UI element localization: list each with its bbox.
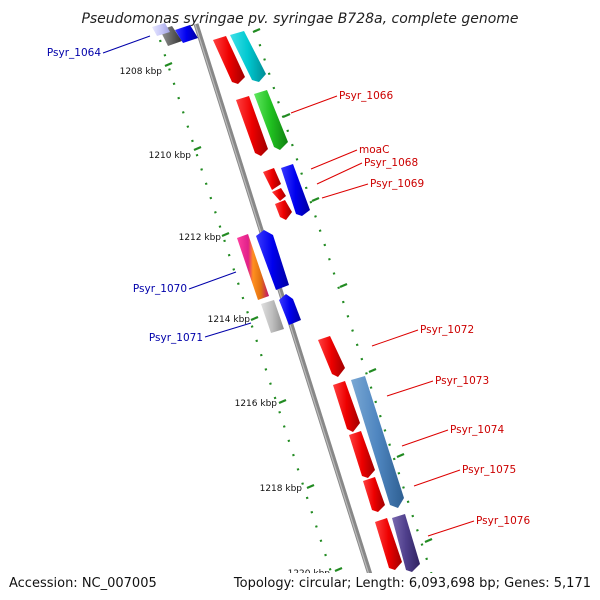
gene-psyr-1064-c[interactable]: [152, 23, 170, 36]
gene-psyr-1064-b[interactable]: [175, 25, 198, 43]
label-psyr-1073[interactable]: Psyr_1073: [435, 375, 489, 387]
tick-label-1216: 1216 kbp: [235, 399, 278, 409]
map-title: Pseudomonas syringae pv. syringae B728a,…: [81, 11, 518, 27]
leader-lines-forward: [290, 95, 475, 537]
label-psyr-1071[interactable]: Psyr_1071: [149, 332, 203, 344]
gene-psyr-1075[interactable]: [363, 477, 385, 512]
label-psyr-1076[interactable]: Psyr_1076: [476, 515, 530, 527]
gene-blue-1214[interactable]: [279, 294, 301, 325]
gene-red-1066[interactable]: [236, 96, 268, 156]
label-psyr-1070[interactable]: Psyr_1070: [133, 283, 187, 295]
summary-text: Topology: circular; Length: 6,093,698 bp…: [233, 576, 591, 591]
footer-backing: [0, 573, 600, 600]
outer-tick-track: [253, 29, 442, 600]
major-ticks-outer: [252, 27, 433, 544]
gene-psyr-1069[interactable]: [275, 200, 292, 220]
gene-green-1066[interactable]: [254, 90, 288, 150]
gene-psyr-1072[interactable]: [318, 336, 345, 377]
label-psyr-1074[interactable]: Psyr_1074: [450, 424, 504, 436]
label-psyr-1064[interactable]: Psyr_1064: [47, 47, 101, 59]
gene-moac[interactable]: [263, 168, 281, 190]
gene-blue-1212[interactable]: [256, 230, 289, 290]
gene-red-1208[interactable]: [213, 36, 245, 84]
gene-steel-long[interactable]: [351, 376, 404, 508]
leader-lines-reverse: [102, 35, 252, 338]
tick-label-1208: 1208 kbp: [120, 67, 163, 77]
accession-text: Accession: NC_007005: [9, 576, 157, 591]
label-psyr-1069[interactable]: Psyr_1069: [370, 178, 424, 190]
label-psyr-1068[interactable]: Psyr_1068: [364, 157, 418, 169]
gene-psyr-1073[interactable]: [333, 381, 360, 432]
tick-label-1210: 1210 kbp: [149, 151, 192, 161]
gene-cyan-1208[interactable]: [230, 31, 266, 82]
label-moac[interactable]: moaC: [359, 144, 389, 156]
tick-label-1214: 1214 kbp: [208, 315, 251, 325]
tick-label-1212: 1212 kbp: [179, 233, 222, 243]
major-ticks: [164, 61, 343, 573]
gene-psyr-1074[interactable]: [349, 431, 375, 478]
gene-psyr-1071[interactable]: [261, 300, 284, 333]
label-psyr-1066[interactable]: Psyr_1066: [339, 90, 393, 102]
tick-label-1218: 1218 kbp: [260, 484, 303, 494]
label-psyr-1072[interactable]: Psyr_1072: [420, 324, 474, 336]
gene-blue-1210[interactable]: [281, 164, 310, 216]
gene-purple-1076[interactable]: [392, 514, 420, 572]
gene-psyr-1070-stripe[interactable]: [237, 234, 269, 300]
label-psyr-1075[interactable]: Psyr_1075: [462, 464, 516, 476]
gene-psyr-1068[interactable]: [272, 188, 286, 201]
gene-psyr-1076[interactable]: [375, 518, 402, 570]
